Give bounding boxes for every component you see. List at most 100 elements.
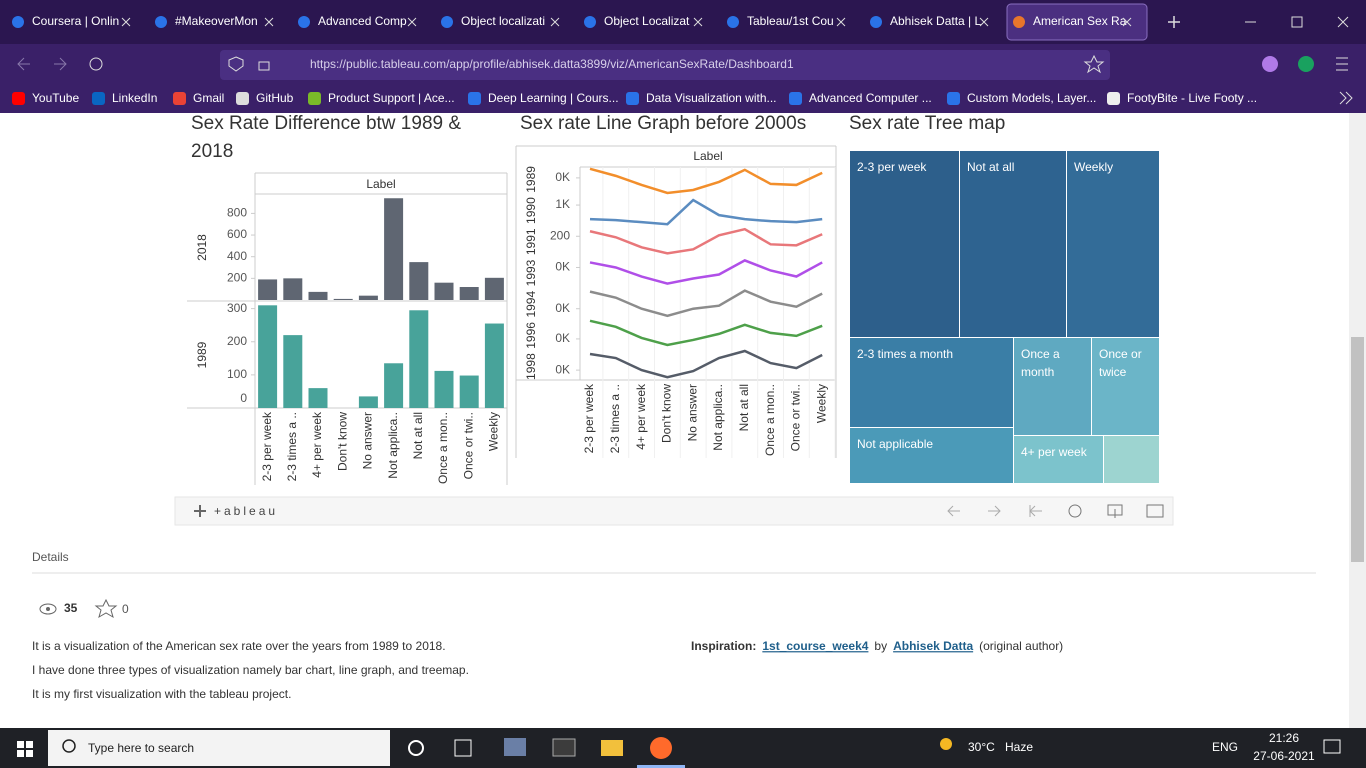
x-tick-label: 2-3 per week [260, 411, 274, 481]
line [589, 319, 823, 347]
clock-date: 27-06-2021 [1253, 749, 1315, 763]
row-label: 1993 [524, 259, 538, 286]
explorer[interactable] [601, 740, 623, 756]
grammarly[interactable] [1298, 56, 1314, 72]
bar [258, 279, 278, 300]
y-tick-label: 0 [240, 391, 247, 405]
tab-title[interactable]: Object Localizat [604, 14, 690, 28]
tab-close[interactable] [1122, 17, 1132, 27]
fullscreen[interactable] [1146, 504, 1164, 518]
bookmark[interactable]: LinkedIn [112, 91, 157, 105]
line [589, 349, 823, 379]
treemap-cell [1014, 338, 1091, 435]
bookmark[interactable]: Gmail [193, 91, 224, 105]
bookmark[interactable]: GitHub [256, 91, 294, 105]
y-tick-label: 600 [227, 227, 247, 241]
tab-close[interactable] [264, 17, 274, 27]
tab-title[interactable]: #MakeoverMon [175, 14, 258, 28]
url[interactable]: https://public.tableau.com/app/profile/a… [310, 57, 794, 71]
favicon [441, 16, 453, 28]
tab-title[interactable]: Advanced Comp [318, 14, 407, 28]
y-tick-label: 400 [227, 249, 247, 263]
language[interactable]: ENG [1212, 740, 1238, 754]
bookmark-star[interactable] [1083, 54, 1105, 74]
close-window[interactable] [1337, 16, 1349, 28]
y-tick-label: 200 [227, 334, 247, 348]
tab-title[interactable]: Tableau/1st Cou [747, 14, 834, 28]
line [589, 259, 823, 285]
search-icon [62, 739, 76, 753]
download[interactable] [1107, 504, 1123, 518]
bookmark[interactable]: Data Visualization with... [646, 91, 777, 105]
profile[interactable] [1262, 56, 1278, 72]
search-placeholder[interactable]: Type here to search [88, 741, 194, 755]
more-bookmarks[interactable] [1339, 91, 1353, 105]
app-icon[interactable] [552, 738, 576, 757]
tab-close[interactable] [550, 17, 560, 27]
tab-title[interactable]: American Sex Ra [1033, 14, 1127, 28]
y-tick-label: 100 [227, 367, 247, 381]
tab-close[interactable] [121, 17, 131, 27]
task-view[interactable] [454, 739, 472, 757]
back[interactable] [17, 57, 30, 71]
restore[interactable] [1291, 16, 1303, 28]
share[interactable] [1068, 504, 1082, 518]
y-tick-label: 300 [227, 301, 247, 315]
row-label: 1989 [524, 166, 538, 193]
treemap-cell [960, 151, 1066, 337]
notifications[interactable] [1323, 739, 1341, 754]
scroll-thumb[interactable] [1351, 337, 1364, 562]
bookmark[interactable]: Advanced Computer ... [809, 91, 932, 105]
x-tick-label: Once or twi.. [789, 384, 803, 451]
cell-label: 4+ per week [1021, 445, 1088, 459]
bookmark[interactable]: Product Support | Ace... [328, 91, 455, 105]
bookmark-icon [236, 92, 249, 105]
url-field[interactable] [220, 50, 1110, 80]
views-icon [46, 607, 50, 611]
tab-title[interactable]: Abhisek Datta | L [890, 14, 981, 28]
row-label: 1998 [524, 353, 538, 380]
favicon [12, 16, 24, 28]
tab-close[interactable] [836, 17, 846, 27]
bookmark[interactable]: Deep Learning | Cours... [488, 91, 619, 105]
shield [228, 56, 244, 72]
description: It is a visualization of the American se… [32, 639, 446, 653]
reload[interactable] [89, 57, 103, 71]
weather-icon [940, 738, 952, 750]
header: Label [693, 149, 722, 163]
bar [308, 388, 328, 408]
active-tab[interactable] [1006, 3, 1148, 41]
bookmark[interactable]: Custom Models, Layer... [967, 91, 1096, 105]
cell-label: Not applicable [857, 437, 933, 451]
forward[interactable] [54, 57, 67, 71]
bar [409, 262, 429, 300]
x-tick-label: Not applica.. [386, 412, 400, 479]
inspiration-author[interactable]: Abhisek Datta [893, 639, 973, 653]
search-box[interactable] [48, 730, 390, 766]
nav-icons[interactable] [947, 505, 1042, 517]
bookmark[interactable]: FootyBite - Live Footy ... [1127, 91, 1257, 105]
bar [358, 295, 378, 300]
cell-label: Once a month [1021, 347, 1060, 379]
firefox[interactable] [650, 737, 672, 759]
chart-title: Sex Rate Difference btw 1989 & 2018 [191, 113, 462, 162]
cell-label: 2-3 per week [857, 160, 927, 174]
inspiration-link[interactable]: 1st_course_week4 [762, 639, 868, 653]
start[interactable] [17, 741, 33, 757]
cortana[interactable] [408, 740, 424, 756]
app-icon[interactable] [504, 738, 526, 756]
favorite-star[interactable] [94, 598, 118, 619]
tab-close[interactable] [407, 17, 417, 27]
description: It is my first visualization with the ta… [32, 687, 291, 701]
x-tick-label: Not applica.. [711, 384, 725, 451]
tab-title[interactable]: Coursera | Onlin [32, 14, 119, 28]
tab-close[interactable] [979, 17, 989, 27]
tab-close[interactable] [693, 17, 703, 27]
bookmark-icon [92, 92, 105, 105]
x-tick-label: Don't know [660, 384, 674, 443]
bookmark-icon [947, 92, 960, 105]
bookmark[interactable]: YouTube [32, 91, 79, 105]
menu[interactable] [1336, 57, 1348, 71]
tab-title[interactable]: Object localizati [461, 14, 545, 28]
